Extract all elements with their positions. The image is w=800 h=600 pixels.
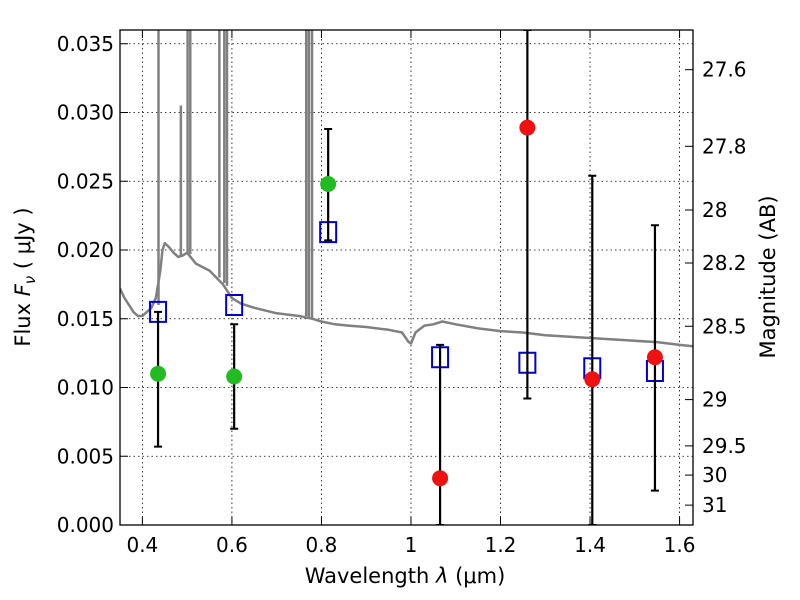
observed-flux-point bbox=[432, 470, 449, 487]
observed-flux-point bbox=[646, 349, 663, 366]
y2-tick-label: 29 bbox=[702, 388, 727, 412]
y-axis-title-unit: ( μJy ) bbox=[11, 207, 35, 275]
x-axis-title-unit: (μm) bbox=[448, 564, 505, 588]
x-axis-title: Wavelength λ (μm) bbox=[305, 564, 506, 588]
y2-tick-label: 29.5 bbox=[702, 434, 747, 458]
observed-flux-point bbox=[150, 365, 167, 382]
observed-flux-point bbox=[320, 176, 337, 192]
y-tick-label: 0.000 bbox=[57, 513, 114, 537]
y2-tick-label: 27.8 bbox=[702, 134, 747, 158]
x-tick-label: 0.6 bbox=[216, 533, 248, 557]
y-tick-label: 0.015 bbox=[57, 307, 114, 331]
observed-flux-point bbox=[584, 371, 601, 388]
model-flux-square bbox=[225, 294, 244, 316]
y-axis-title-prefix: Flux bbox=[11, 296, 35, 346]
y2-tick-label: 28 bbox=[702, 198, 727, 222]
y-tick-label: 0.030 bbox=[57, 101, 114, 125]
y2-tick-label: 31 bbox=[702, 493, 727, 517]
y-axis-title-symbol: F bbox=[11, 283, 35, 296]
y-axis-title: Flux Fν ( μJy ) bbox=[11, 207, 39, 346]
y-tick-label: 0.005 bbox=[57, 444, 114, 468]
x-axis: 0.4 0.6 0.8 1 1.2 1.4 1.6 bbox=[126, 30, 695, 557]
x-axis-title-prefix: Wavelength bbox=[305, 564, 436, 588]
y2-tick-label: 27.6 bbox=[702, 58, 747, 82]
y2-tick-label: 28.5 bbox=[702, 314, 747, 338]
y2-tick-label: 30 bbox=[702, 463, 727, 487]
plot-area bbox=[120, 30, 693, 525]
x-axis-title-symbol: λ bbox=[435, 564, 448, 588]
y-tick-label: 0.025 bbox=[57, 169, 114, 193]
x-tick-label: 0.8 bbox=[306, 533, 338, 557]
x-tick-label: 0.4 bbox=[126, 533, 158, 557]
y-axis-magnitude: 27.6 27.8 28 28.2 28.5 29 29.5 30 31 bbox=[685, 58, 747, 517]
y-tick-label: 0.035 bbox=[57, 32, 114, 56]
y-axis-flux: 0.000 0.005 0.010 0.015 0.020 0.025 0.030 0.035 bbox=[57, 32, 128, 537]
grid-lines bbox=[120, 30, 693, 525]
observed-flux-point bbox=[519, 119, 536, 136]
y2-tick-label: 28.2 bbox=[702, 251, 747, 275]
observed-flux-point bbox=[226, 368, 243, 385]
x-tick-label: 1.6 bbox=[664, 533, 696, 557]
y-axis-title-subscript: ν bbox=[21, 276, 39, 284]
x-tick-label: 1.4 bbox=[574, 533, 606, 557]
x-tick-label: 1.2 bbox=[485, 533, 517, 557]
y-tick-label: 0.010 bbox=[57, 376, 114, 400]
plot-frame bbox=[119, 29, 694, 526]
y-tick-label: 0.020 bbox=[57, 238, 114, 262]
x-tick-label: 1 bbox=[405, 533, 418, 557]
y2-axis-title: Magnitude (AB) bbox=[756, 195, 780, 358]
spectrum-line bbox=[120, 241, 693, 348]
